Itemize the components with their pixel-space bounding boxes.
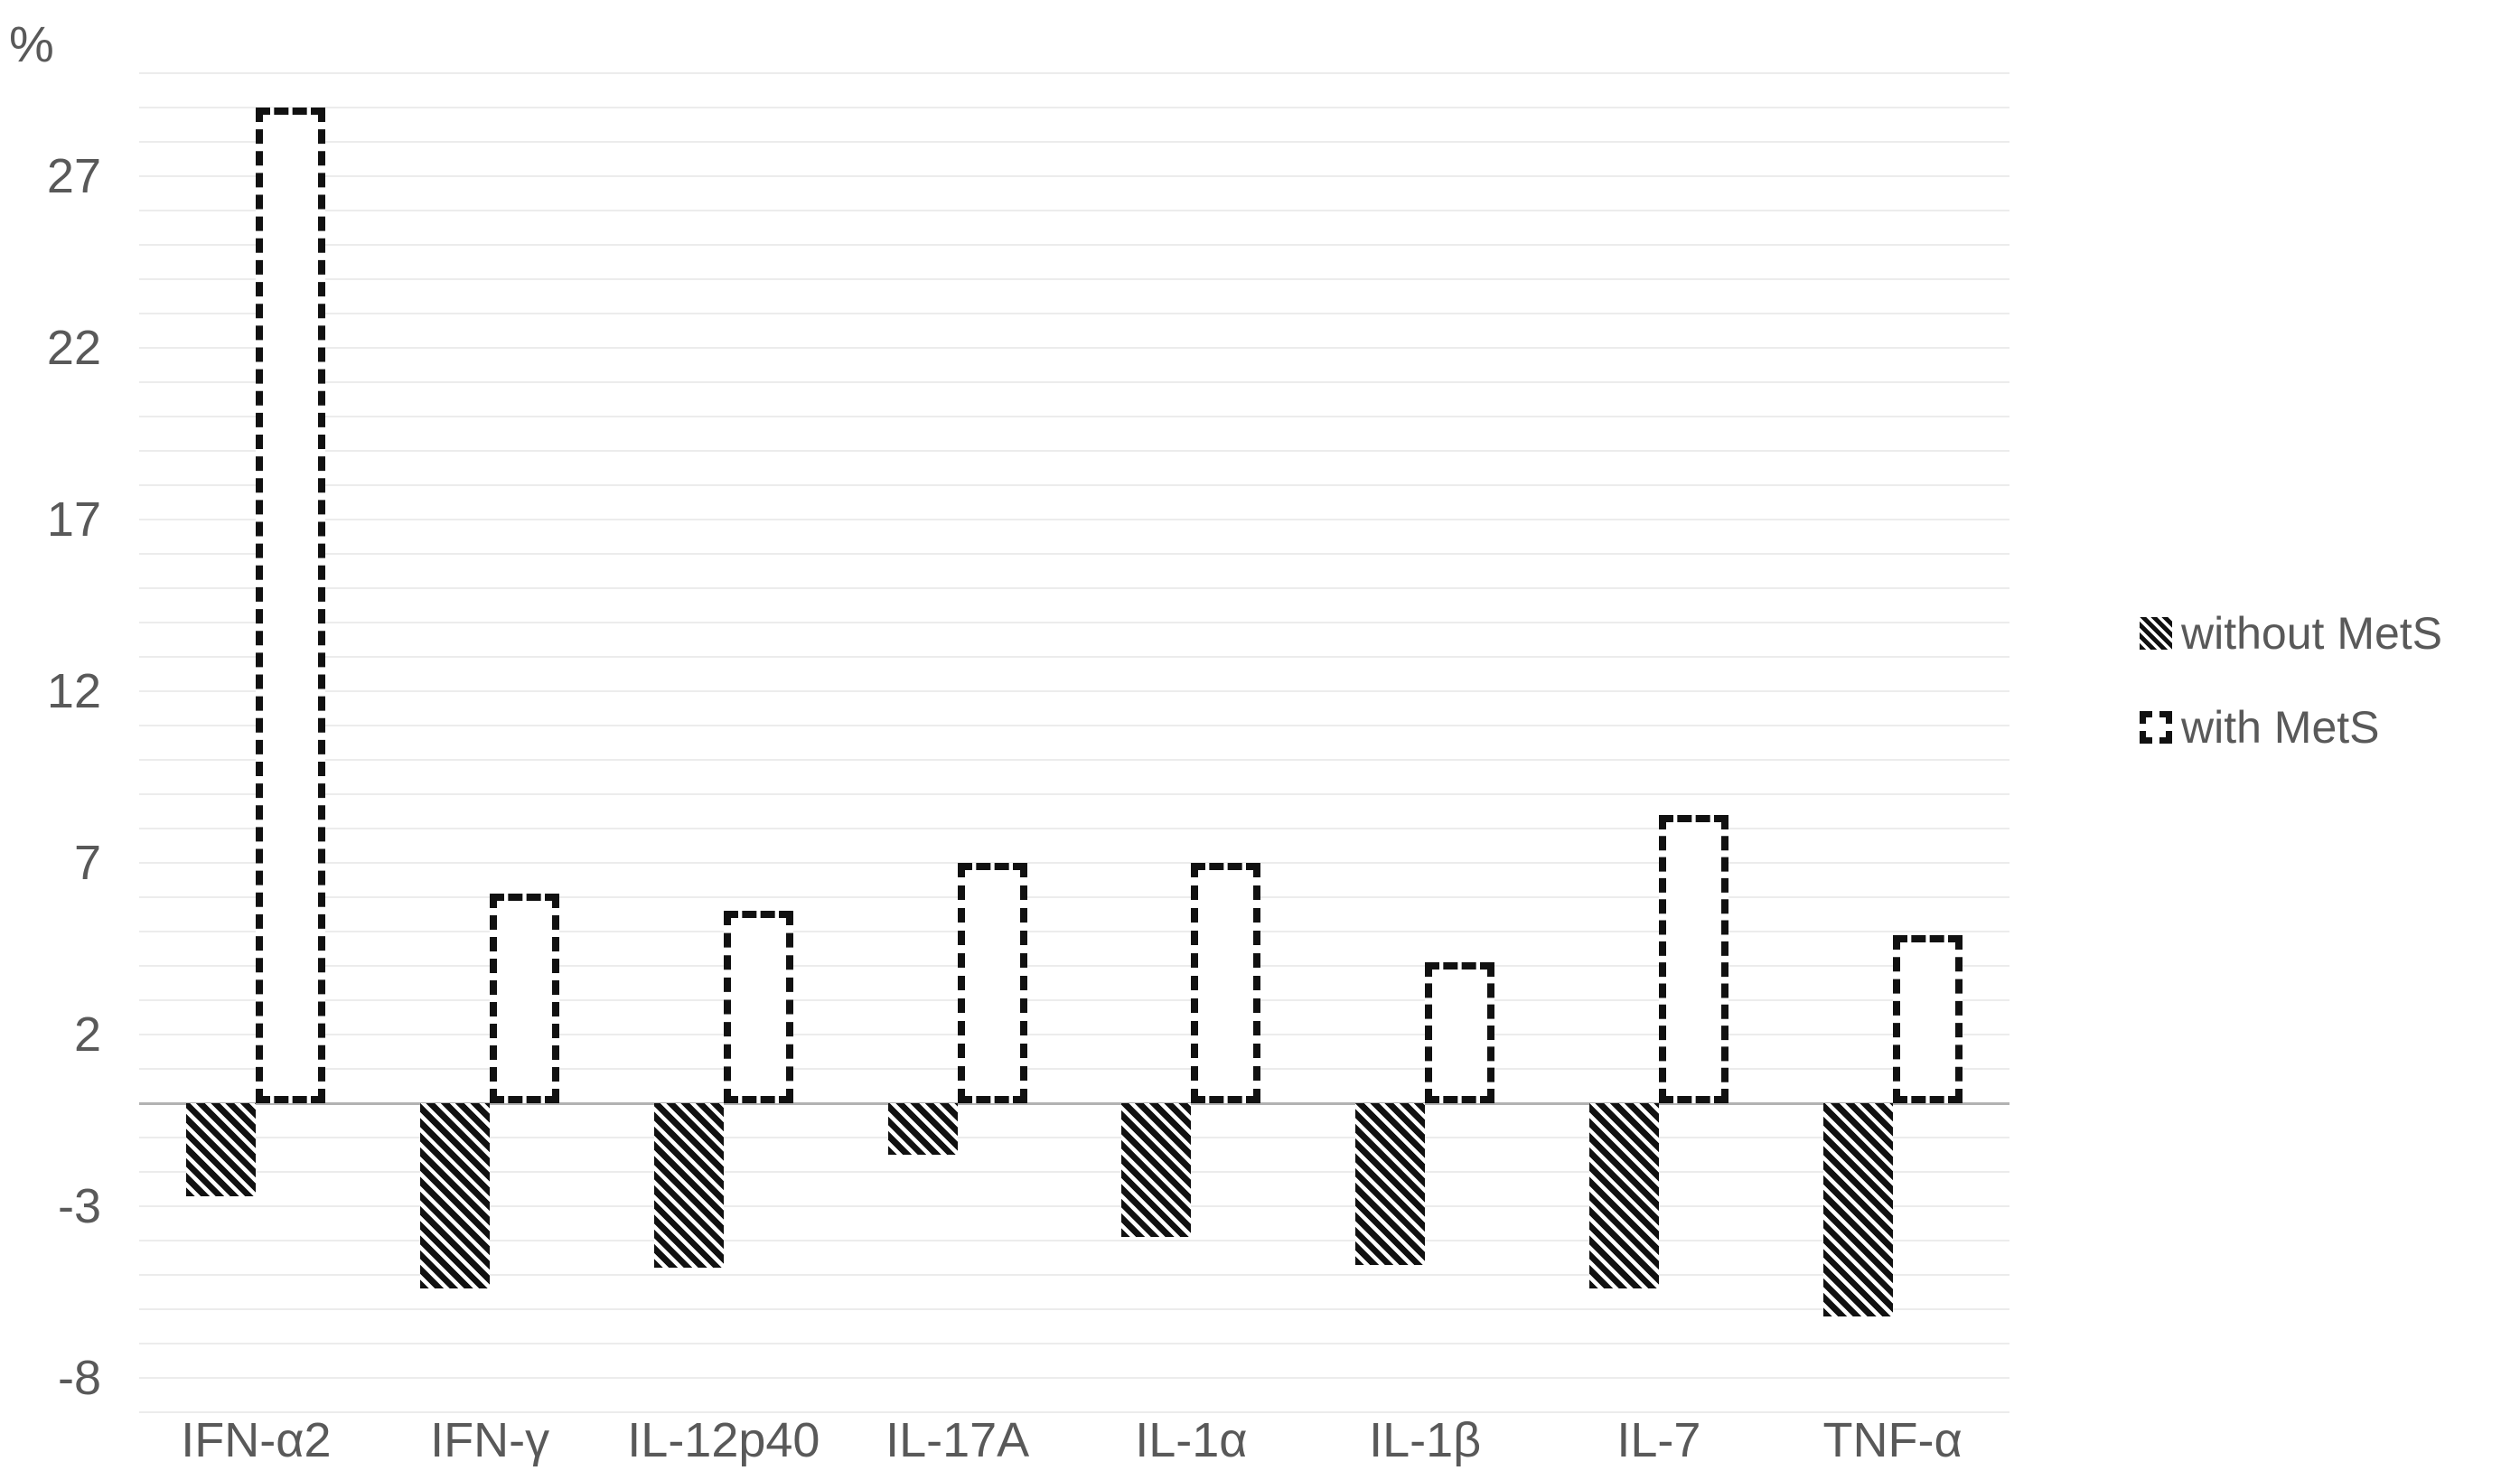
gridline xyxy=(139,656,2009,658)
gridline xyxy=(139,1411,2009,1413)
gridline xyxy=(139,690,2009,692)
gridline xyxy=(139,725,2009,726)
y-tick-label: 22 xyxy=(46,321,101,375)
y-tick-label: 2 xyxy=(73,1007,101,1062)
gridline xyxy=(139,896,2009,898)
bar-with-mets-IL-12p40 xyxy=(723,911,793,1103)
legend-swatch-dashed-icon xyxy=(2140,711,2172,744)
bar-with-mets-IFN-γ xyxy=(490,894,560,1103)
gridline xyxy=(139,381,2009,383)
bar-without-mets-IL-7 xyxy=(1588,1103,1659,1289)
gridline xyxy=(139,759,2009,761)
legend-item-with-mets: with MetS xyxy=(2140,701,2442,754)
gridline xyxy=(139,1068,2009,1070)
legend-label-with-mets: with MetS xyxy=(2181,702,2380,753)
gridline xyxy=(139,793,2009,795)
gridline xyxy=(139,931,2009,932)
x-axis-label-IL-17A: IL-17A xyxy=(885,1413,1030,1467)
legend-item-without-mets: without MetS xyxy=(2140,607,2442,660)
bar-with-mets-IFN-α2 xyxy=(256,108,326,1103)
bar-without-mets-IL-12p40 xyxy=(653,1103,724,1269)
y-axis-title: % xyxy=(9,15,54,72)
gridline xyxy=(139,141,2009,143)
legend: without MetS with MetS xyxy=(2140,607,2442,795)
zero-axis-line xyxy=(139,1101,2009,1105)
gridline xyxy=(139,72,2009,74)
gridline xyxy=(139,1308,2009,1310)
gridline xyxy=(139,278,2009,280)
gridline xyxy=(139,1034,2009,1035)
gridline xyxy=(139,1240,2009,1241)
gridline xyxy=(139,519,2009,520)
plot-area xyxy=(139,72,2009,1413)
x-axis-label-IL-7: IL-7 xyxy=(1616,1413,1701,1467)
x-axis-label-IL-1α: IL-1α xyxy=(1135,1413,1248,1467)
x-axis-label-TNF-α: TNF-α xyxy=(1822,1413,1963,1467)
gridline xyxy=(139,313,2009,314)
gridline xyxy=(139,416,2009,417)
legend-swatch-hatched-icon xyxy=(2140,617,2172,650)
x-axis-label-IL-12p40: IL-12p40 xyxy=(627,1413,820,1467)
gridline xyxy=(139,1171,2009,1173)
legend-label-without-mets: without MetS xyxy=(2181,608,2443,659)
x-axis-label-IFN-γ: IFN-γ xyxy=(430,1413,550,1467)
gridline xyxy=(139,347,2009,349)
gridline xyxy=(139,999,2009,1001)
gridline xyxy=(139,862,2009,864)
y-tick-label: -8 xyxy=(57,1351,101,1405)
x-axis-label-IL-1β: IL-1β xyxy=(1369,1413,1482,1467)
gridline xyxy=(139,1377,2009,1379)
gridline xyxy=(139,828,2009,829)
bar-without-mets-TNF-α xyxy=(1822,1103,1893,1316)
gridline xyxy=(139,244,2009,246)
x-axis-label-IFN-α2: IFN-α2 xyxy=(181,1413,332,1467)
gridline xyxy=(139,1205,2009,1207)
gridline xyxy=(139,553,2009,555)
y-tick-label: 27 xyxy=(46,149,101,203)
bar-without-mets-IFN-α2 xyxy=(186,1103,257,1196)
gridline xyxy=(139,175,2009,177)
bar-with-mets-IL-7 xyxy=(1658,814,1728,1103)
bar-with-mets-IL-1α xyxy=(1191,863,1261,1103)
bar-with-mets-IL-1β xyxy=(1425,962,1495,1103)
gridline xyxy=(139,484,2009,486)
y-tick-label: 12 xyxy=(46,664,101,718)
gridline xyxy=(139,107,2009,108)
bar-without-mets-IL-1β xyxy=(1355,1103,1426,1265)
gridline xyxy=(139,450,2009,452)
y-tick-label: 7 xyxy=(73,836,101,890)
gridline xyxy=(139,1274,2009,1276)
gridline xyxy=(139,587,2009,589)
bar-without-mets-IL-1α xyxy=(1121,1103,1192,1238)
y-tick-label: 17 xyxy=(46,492,101,547)
gridline xyxy=(139,1137,2009,1138)
bar-with-mets-TNF-α xyxy=(1892,934,1963,1103)
gridline xyxy=(139,210,2009,211)
bar-without-mets-IL-17A xyxy=(887,1103,958,1155)
gridline xyxy=(139,622,2009,623)
gridline xyxy=(139,1343,2009,1344)
y-tick-label: -3 xyxy=(57,1179,101,1233)
gridline xyxy=(139,965,2009,967)
bar-without-mets-IFN-γ xyxy=(420,1103,491,1289)
bar-with-mets-IL-17A xyxy=(957,863,1027,1103)
